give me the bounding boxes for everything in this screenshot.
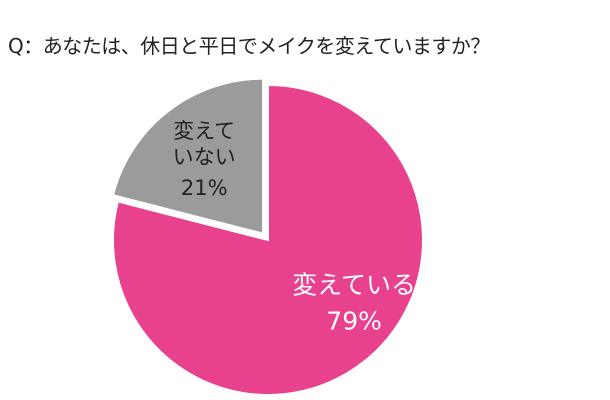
pie-slice xyxy=(111,77,265,235)
slice-value: 79% xyxy=(326,305,382,335)
slice-value: 21% xyxy=(180,175,228,200)
chart-title: Q：あなたは、休日と平日でメイクを変えていますか？ xyxy=(8,34,490,58)
pie-slice xyxy=(112,83,424,396)
slice-label: 変えている xyxy=(292,269,416,299)
slice-label: 変えていない xyxy=(172,118,236,169)
